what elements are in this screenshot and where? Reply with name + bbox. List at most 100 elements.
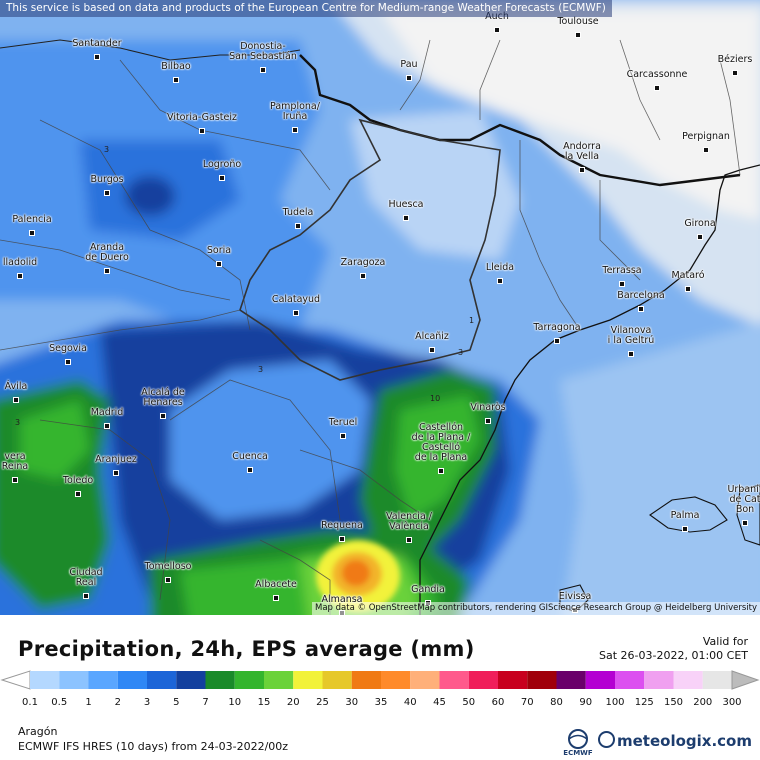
- city-label: Tudela: [282, 207, 314, 218]
- scale-cell: [293, 671, 323, 689]
- city-marker: [360, 273, 366, 279]
- city-label: vera Reina: [1, 451, 29, 472]
- scale-cell: [176, 671, 206, 689]
- city-marker: [339, 536, 345, 542]
- scale-tick-label: 60: [491, 697, 505, 708]
- city-marker: [199, 128, 205, 134]
- city-marker: [638, 306, 644, 312]
- city-label: Logroño: [202, 159, 242, 170]
- scale-arrow-left: [0, 670, 31, 690]
- city-label: Vinaròs: [470, 402, 506, 413]
- city-marker: [104, 423, 110, 429]
- city-marker: [113, 470, 119, 476]
- city-label: Requena: [321, 520, 363, 531]
- scale-tick-label: 15: [257, 697, 271, 708]
- city-label: Castellón de la Plana / Castelló de la Plan…: [411, 422, 471, 463]
- field-35mm-peak: [342, 560, 370, 586]
- city-marker: [292, 127, 298, 133]
- scale-cell: [117, 671, 147, 689]
- city-marker: [29, 230, 35, 236]
- scale-cell: [322, 671, 352, 689]
- scale-cell: [498, 671, 528, 689]
- city-label: Santander: [72, 38, 122, 49]
- city-marker: [83, 593, 89, 599]
- city-label: Madrid: [90, 407, 124, 418]
- city-marker: [654, 85, 660, 91]
- scale-tick-label: 25: [316, 697, 329, 708]
- city-marker: [732, 70, 738, 76]
- city-label: Albacete: [255, 579, 297, 590]
- city-label: Vitoria-Gasteiz: [167, 112, 237, 123]
- map-attribution: Map data © OpenStreetMap contributors, r…: [312, 602, 760, 615]
- meteologix-brand[interactable]: meteologix.com: [598, 731, 752, 750]
- city-label: Segovia: [49, 343, 87, 354]
- city-marker: [17, 273, 23, 279]
- city-marker: [160, 413, 166, 419]
- city-label: Burgos: [90, 174, 124, 185]
- province-borders: [0, 39, 741, 615]
- city-marker: [165, 577, 171, 583]
- city-label: Palma: [670, 510, 700, 521]
- city-marker: [406, 537, 412, 543]
- region-name: Aragón: [18, 725, 58, 738]
- city-label: Palencia: [12, 214, 52, 225]
- city-marker: [554, 338, 560, 344]
- color-scale-bar: [0, 670, 760, 690]
- field-dry-ne: [380, 10, 760, 220]
- city-marker: [13, 397, 19, 403]
- chart-title: Precipitation, 24h, EPS average (mm): [18, 637, 475, 661]
- island-mallorca: [649, 496, 728, 533]
- city-label: Mataró: [671, 270, 705, 281]
- scale-tick-label: 35: [374, 697, 388, 708]
- svg-text:ECMWF: ECMWF: [563, 749, 593, 756]
- scale-tick-label: 125: [634, 697, 654, 708]
- contour-label: 3: [458, 348, 464, 357]
- city-label: Cuenca: [232, 451, 268, 462]
- scale-cell: [615, 671, 645, 689]
- city-marker: [429, 347, 435, 353]
- contour-label: 3: [258, 365, 264, 374]
- city-label: Zaragoza: [340, 257, 386, 268]
- city-label: Aranda de Duero: [85, 242, 129, 263]
- contour-label: 1: [469, 316, 475, 325]
- city-label: Valencia / València: [386, 511, 432, 532]
- city-label: Terrassa: [602, 265, 642, 276]
- city-label: Huesca: [388, 199, 424, 210]
- scale-cell: [439, 671, 469, 689]
- city-label: Pau: [400, 59, 418, 70]
- scale-tick-label: 3: [143, 697, 151, 708]
- city-label: Girona: [684, 218, 716, 229]
- scale-cell: [468, 671, 498, 689]
- city-marker: [340, 433, 346, 439]
- field-sea-east: [560, 322, 760, 615]
- city-label: Toulouse: [557, 16, 599, 27]
- scale-cell: [585, 671, 615, 689]
- city-marker: [65, 359, 71, 365]
- scale-tick-label: 40: [403, 697, 417, 708]
- city-label: Almansa: [321, 594, 363, 605]
- city-label: Ciudad Real: [69, 567, 103, 588]
- scale-tick-label: 5: [173, 697, 180, 708]
- city-label: Béziers: [717, 54, 753, 65]
- city-marker: [173, 77, 179, 83]
- valid-label: Valid for: [702, 635, 748, 648]
- city-label: Toledo: [62, 475, 94, 486]
- city-label: Aranjuez: [95, 454, 137, 465]
- scale-cell: [30, 671, 60, 689]
- city-marker: [104, 268, 110, 274]
- city-label: Urbanit de Cat Bon: [727, 484, 760, 515]
- city-marker: [682, 526, 688, 532]
- city-marker: [216, 261, 222, 267]
- city-marker: [12, 477, 18, 483]
- scale-cell: [264, 671, 294, 689]
- scale-tick-label: 200: [693, 697, 713, 708]
- scale-arrow-right: [731, 670, 760, 690]
- city-label: lladolid: [2, 257, 38, 268]
- scale-tick-label: 70: [520, 697, 534, 708]
- city-marker: [104, 190, 110, 196]
- city-marker: [293, 310, 299, 316]
- meteologix-logo-icon: [598, 731, 615, 748]
- map-fields: [0, 0, 760, 615]
- scale-tick-label: 90: [579, 697, 593, 708]
- city-marker: [619, 281, 625, 287]
